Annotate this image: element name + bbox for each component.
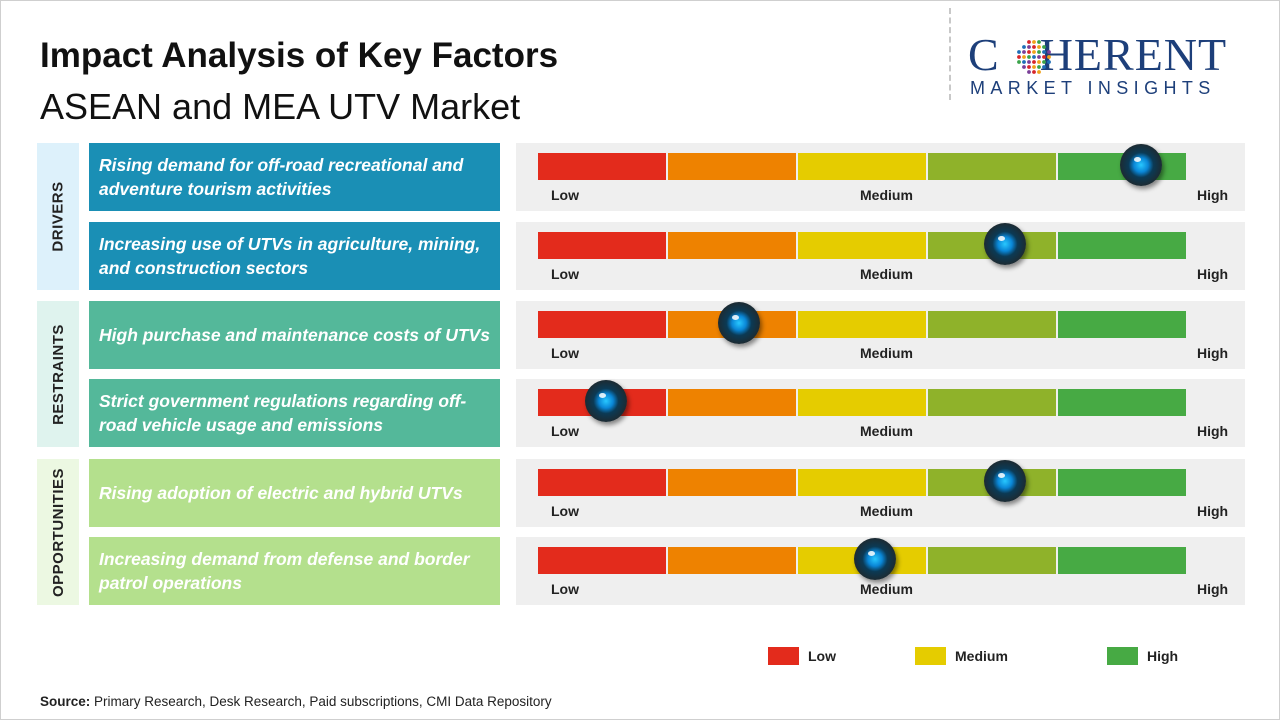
impact-segment bbox=[796, 389, 926, 416]
category-restraints: RESTRAINTS bbox=[37, 301, 79, 447]
impact-segment bbox=[538, 547, 666, 574]
factor-label: Increasing demand from defense and borde… bbox=[89, 537, 500, 605]
impact-scale: Low Medium High bbox=[516, 222, 1245, 290]
impact-marker bbox=[1119, 144, 1162, 186]
impact-segment bbox=[796, 232, 926, 259]
category-label: OPPORTUNITIES bbox=[49, 467, 67, 597]
impact-segment bbox=[926, 311, 1056, 338]
scale-label-medium: Medium bbox=[860, 423, 913, 439]
impact-marker bbox=[717, 302, 760, 344]
scale-label-high: High bbox=[1197, 187, 1229, 203]
impact-segment bbox=[666, 469, 796, 496]
impact-marker bbox=[983, 460, 1026, 502]
legend-low: Low bbox=[768, 647, 836, 665]
factor-label: High purchase and maintenance costs of U… bbox=[89, 301, 500, 369]
legend-high-swatch bbox=[1107, 647, 1138, 665]
impact-segment bbox=[1056, 389, 1186, 416]
legend-high-label: High bbox=[1147, 648, 1179, 664]
factor-label: Increasing use of UTVs in agriculture, m… bbox=[89, 222, 500, 290]
factor-label: Strict government regulations regarding … bbox=[89, 379, 500, 447]
impact-scale: Low Medium High bbox=[516, 143, 1245, 211]
impact-bar bbox=[538, 232, 1186, 259]
scale-label-medium: Medium bbox=[860, 503, 913, 519]
scale-label-medium: Medium bbox=[860, 187, 913, 203]
scale-label-high: High bbox=[1197, 503, 1229, 519]
legend-medium-swatch bbox=[915, 647, 946, 665]
impact-segment bbox=[538, 153, 666, 180]
category-drivers: DRIVERS bbox=[37, 143, 79, 290]
impact-segment bbox=[666, 389, 796, 416]
legend-low-swatch bbox=[768, 647, 799, 665]
chart-subtitle: ASEAN and MEA UTV Market bbox=[40, 86, 521, 127]
impact-marker bbox=[853, 538, 896, 580]
scale-label-low: Low bbox=[551, 581, 579, 597]
impact-segment bbox=[796, 311, 926, 338]
chart-title: Impact Analysis of Key Factors bbox=[40, 36, 559, 75]
impact-bar bbox=[538, 153, 1186, 180]
factor-label: Rising adoption of electric and hybrid U… bbox=[89, 459, 500, 527]
logo-wordmark: C HERENT bbox=[968, 29, 1228, 80]
category-label: DRIVERS bbox=[49, 181, 67, 252]
impact-segment bbox=[1056, 547, 1186, 574]
legend-medium: Medium bbox=[915, 647, 1008, 665]
legend-high: High bbox=[1107, 647, 1178, 665]
impact-segment bbox=[538, 469, 666, 496]
impact-bar bbox=[538, 547, 1186, 574]
impact-segment bbox=[1056, 311, 1186, 338]
legend-low-label: Low bbox=[808, 648, 836, 664]
scale-label-low: Low bbox=[551, 266, 579, 282]
factor-label: Rising demand for off-road recreational … bbox=[89, 143, 500, 211]
scale-label-high: High bbox=[1197, 423, 1229, 439]
scale-label-medium: Medium bbox=[860, 581, 913, 597]
impact-marker bbox=[585, 380, 628, 422]
impact-segment bbox=[926, 153, 1056, 180]
impact-scale: Low Medium High bbox=[516, 379, 1245, 447]
factor-text: Increasing demand from defense and borde… bbox=[99, 549, 470, 593]
impact-scale: Low Medium High bbox=[516, 301, 1245, 369]
factor-text: Strict government regulations regarding … bbox=[99, 391, 467, 435]
impact-segment bbox=[538, 311, 666, 338]
logo-divider bbox=[949, 8, 951, 100]
impact-bar bbox=[538, 311, 1186, 338]
impact-bar bbox=[538, 469, 1186, 496]
impact-bar bbox=[538, 389, 1186, 416]
category-label: RESTRAINTS bbox=[49, 323, 67, 425]
scale-label-low: Low bbox=[551, 503, 579, 519]
scale-label-low: Low bbox=[551, 423, 579, 439]
impact-segment bbox=[666, 153, 796, 180]
scale-label-high: High bbox=[1197, 345, 1229, 361]
impact-scale: Low Medium High bbox=[516, 537, 1245, 605]
logo-globe-icon bbox=[1017, 40, 1051, 74]
scale-label-high: High bbox=[1197, 581, 1229, 597]
impact-segment bbox=[666, 547, 796, 574]
legend-medium-label: Medium bbox=[955, 648, 1008, 664]
logo: C HERENT MARKET INSIGHTS bbox=[968, 30, 1260, 100]
scale-label-high: High bbox=[1197, 266, 1229, 282]
factor-text: Increasing use of UTVs in agriculture, m… bbox=[99, 234, 481, 278]
scale-label-medium: Medium bbox=[860, 345, 913, 361]
impact-segment bbox=[666, 232, 796, 259]
impact-segment bbox=[926, 389, 1056, 416]
factor-text: Rising demand for off-road recreational … bbox=[99, 155, 464, 199]
logo-tagline: MARKET INSIGHTS bbox=[970, 78, 1216, 98]
scale-label-low: Low bbox=[551, 345, 579, 361]
impact-segment bbox=[538, 232, 666, 259]
scale-label-low: Low bbox=[551, 187, 579, 203]
impact-segment bbox=[1056, 469, 1186, 496]
category-opportunities: OPPORTUNITIES bbox=[37, 459, 79, 605]
scale-label-medium: Medium bbox=[860, 266, 913, 282]
impact-segment bbox=[1056, 232, 1186, 259]
factor-text: High purchase and maintenance costs of U… bbox=[99, 325, 490, 345]
impact-segment bbox=[926, 547, 1056, 574]
impact-marker bbox=[983, 223, 1026, 265]
source-note: Source: Primary Research, Desk Research,… bbox=[40, 694, 552, 709]
impact-segment bbox=[796, 153, 926, 180]
factor-text: Rising adoption of electric and hybrid U… bbox=[99, 483, 463, 503]
impact-scale: Low Medium High bbox=[516, 459, 1245, 527]
impact-segment bbox=[796, 469, 926, 496]
